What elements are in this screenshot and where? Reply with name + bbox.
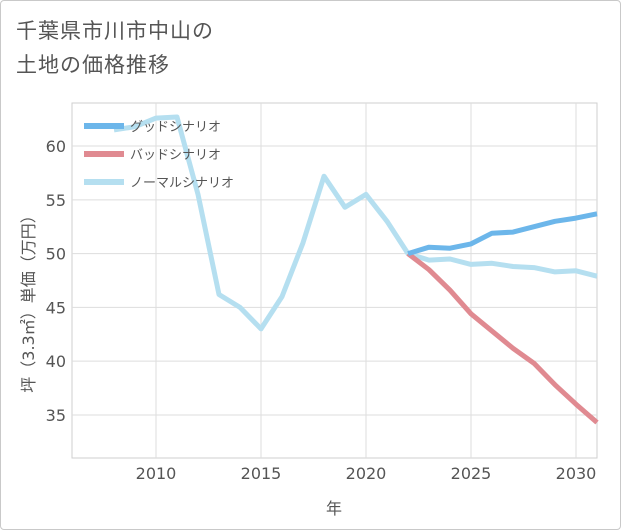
plot-area xyxy=(71,102,598,459)
y-tick-label: 45 xyxy=(46,298,66,317)
x-tick-label: 2015 xyxy=(241,464,282,483)
chart-title-line-2: 土地の価格推移 xyxy=(16,53,170,77)
y-axis-title: 坪（3.3㎡）単価（万円） xyxy=(19,207,38,392)
x-axis-title: 年 xyxy=(326,499,342,518)
grid-lines xyxy=(72,103,597,458)
series-line-1 xyxy=(407,211,598,256)
x-tick-label: 2030 xyxy=(556,464,597,483)
y-tick-label: 40 xyxy=(46,352,66,371)
series-line-2 xyxy=(406,251,599,425)
y-tick-labels: 35 40 45 50 55 60 xyxy=(46,137,66,425)
chart-title: 千葉県市川市中山の 土地の価格推移 xyxy=(16,14,214,82)
series-line-3 xyxy=(113,114,598,332)
y-tick-label: 55 xyxy=(46,191,66,210)
y-tick-label: 50 xyxy=(46,245,66,264)
x-tick-label: 2020 xyxy=(346,464,387,483)
x-tick-label: 2010 xyxy=(136,464,177,483)
series-lines xyxy=(113,114,599,425)
legend-label: ノーマルシナリオ xyxy=(130,176,234,191)
x-tick-labels: 2010 2015 2020 2025 2030 xyxy=(136,464,597,483)
legend-label: グッドシナリオ xyxy=(130,120,221,135)
legend-label: バッドシナリオ xyxy=(130,148,221,163)
x-tick-label: 2025 xyxy=(451,464,492,483)
y-tick-label: 35 xyxy=(46,406,66,425)
chart-title-line-1: 千葉県市川市中山の xyxy=(16,19,214,43)
y-tick-label: 60 xyxy=(46,137,66,156)
